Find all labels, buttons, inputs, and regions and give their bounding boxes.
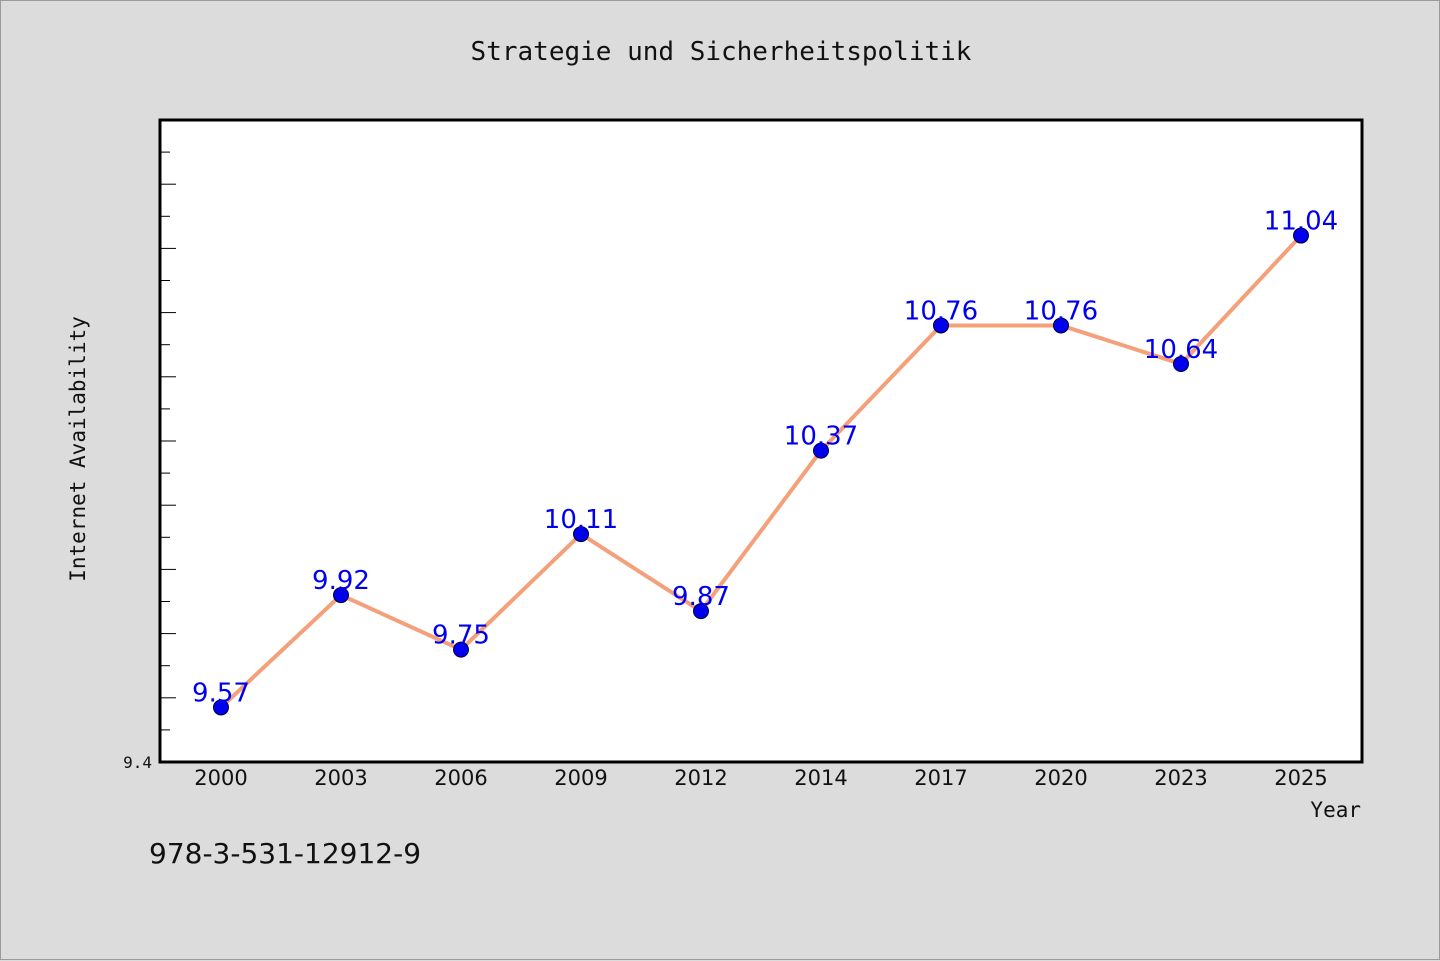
data-point: [573, 526, 589, 543]
data-label: 9.92: [312, 566, 370, 596]
series-lines: [219, 234, 1303, 709]
data-point: [333, 587, 349, 604]
x-tick-label: 2020: [1034, 766, 1087, 790]
series-points: [213, 227, 1309, 716]
data-point: [1293, 227, 1309, 244]
x-tick-label: 2014: [794, 766, 847, 790]
x-tick-label: 2003: [314, 766, 367, 790]
data-point: [1053, 317, 1069, 334]
data-labels: 9.57 9.92 9.75 10.11 9.87 10.37 10.76 10.76 10.6…: [192, 207, 1338, 709]
y-axis-ticks: 9.4: [123, 151, 176, 772]
data-label: 10.76: [904, 296, 978, 326]
data-point: [213, 699, 229, 716]
chart-title: Strategie und Sicherheitspolitik: [470, 37, 972, 67]
x-tick-label: 2006: [434, 766, 487, 790]
data-label: 11.04: [1264, 207, 1338, 237]
data-point: [693, 603, 709, 620]
data-label: 10.64: [1144, 335, 1218, 365]
data-point: [1173, 355, 1189, 372]
data-label: 10.11: [544, 505, 618, 535]
data-label: 9.87: [672, 582, 730, 612]
x-tick-label: 2000: [194, 766, 247, 790]
x-axis-label: Year: [1310, 798, 1361, 822]
isbn-text: 978-3-531-12912-9: [149, 837, 422, 870]
data-label: 10.37: [784, 422, 858, 452]
data-label: 10.76: [1024, 296, 1098, 326]
data-label: 9.57: [192, 678, 250, 708]
x-tick-label: 2025: [1274, 766, 1327, 790]
plot-area: [158, 118, 1364, 764]
x-tick-label: 2017: [914, 766, 967, 790]
data-point: [933, 317, 949, 334]
data-point: [453, 641, 469, 658]
x-tick-label: 2023: [1154, 766, 1207, 790]
series-line: [219, 234, 1303, 709]
y-tick-label: 9.4: [123, 753, 152, 772]
data-label: 9.75: [432, 621, 490, 651]
x-tick-label: 2012: [674, 766, 727, 790]
y-axis-label: Internet Availability: [66, 316, 90, 582]
x-tick-label: 2009: [554, 766, 607, 790]
x-axis-tick-labels: 2000 2003 2006 2009 2012 2014 2017 2020 2023 2025: [194, 766, 1327, 790]
data-point: [813, 442, 829, 459]
